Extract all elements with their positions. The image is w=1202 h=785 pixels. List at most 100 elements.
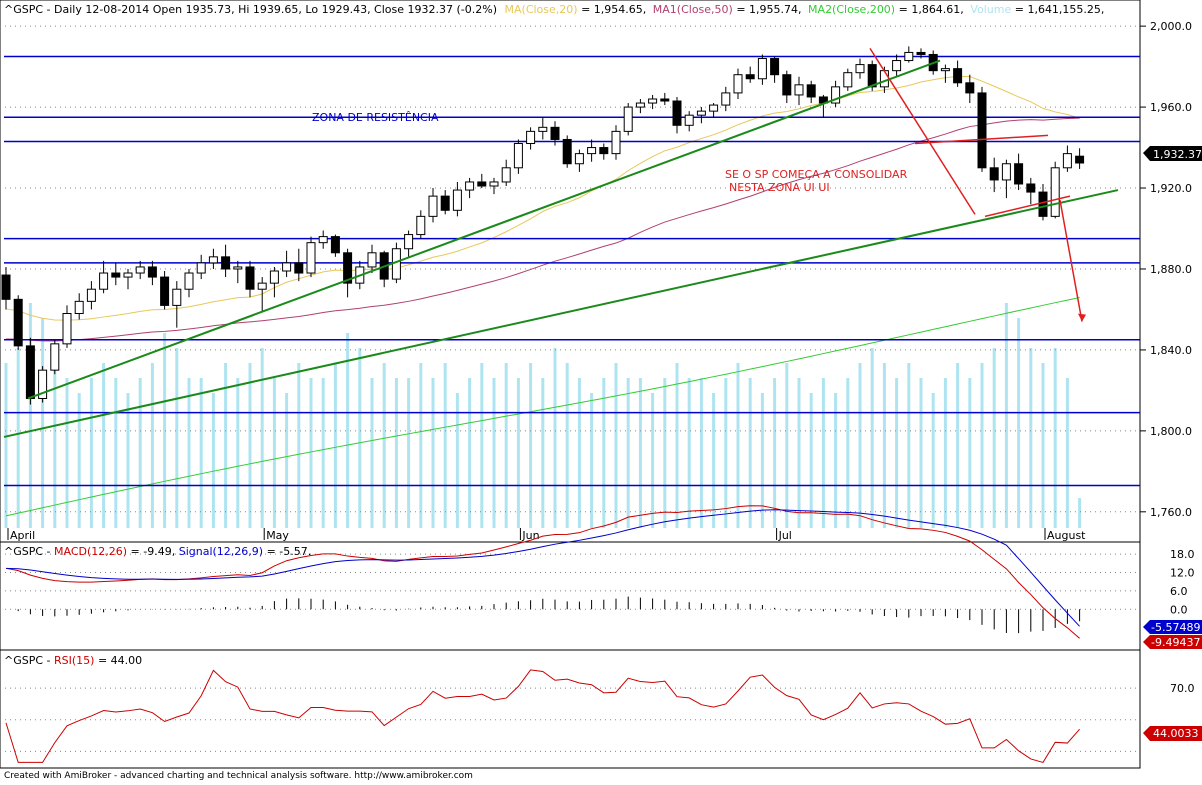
volume-bar xyxy=(187,378,191,528)
volume-bar xyxy=(590,393,594,528)
candle-body xyxy=(550,126,560,140)
candle-body xyxy=(1,274,11,300)
candle-body xyxy=(135,266,145,274)
volume-bar xyxy=(431,378,435,528)
month-axis: April May Jun Jul August xyxy=(7,528,1086,542)
volume-bar xyxy=(797,378,801,528)
volume-bar xyxy=(370,378,374,528)
volume-bar xyxy=(931,393,935,528)
volume-bar xyxy=(626,378,630,528)
candle-body xyxy=(452,189,462,211)
candle-body xyxy=(843,72,853,88)
ma20-line xyxy=(5,76,1080,321)
volume-bar xyxy=(821,378,825,528)
candle-body xyxy=(13,298,23,347)
volume-bar xyxy=(163,333,167,528)
chart-header: ^GSPC - Daily 12-08-2014 Open 1935.73, H… xyxy=(4,3,1104,16)
candle-body xyxy=(416,215,426,236)
candle-body xyxy=(965,82,975,94)
svg-text:1,932.37: 1,932.37 xyxy=(1153,148,1202,161)
volume-bar xyxy=(358,348,362,528)
candle-body xyxy=(733,74,743,94)
candle-body xyxy=(294,262,304,274)
candle-body xyxy=(916,51,926,55)
volume-bar xyxy=(297,363,301,528)
volume-bar xyxy=(138,378,142,528)
candle-body xyxy=(623,106,633,132)
candle-body xyxy=(562,138,572,165)
candle-body xyxy=(538,126,548,132)
volume-bar xyxy=(834,393,838,528)
candle-body xyxy=(684,114,694,126)
candle-body xyxy=(1001,163,1011,181)
candle-body xyxy=(196,262,206,274)
candle-body xyxy=(62,312,72,345)
candle-body xyxy=(99,272,109,290)
consolidation-annotation-line1: SE O SP COMEÇA A CONSOLIDAR xyxy=(725,168,908,181)
candle-body xyxy=(38,369,48,399)
signal-line xyxy=(5,509,1080,627)
price-tick-label: 1,800.0 xyxy=(1150,425,1192,438)
price-tick-label: 1,880.0 xyxy=(1150,263,1192,276)
volume-bar xyxy=(980,363,984,528)
month-label: May xyxy=(266,529,289,542)
volume-bar xyxy=(41,318,45,528)
volume-bar xyxy=(114,378,118,528)
volume-bar xyxy=(895,378,899,528)
macd-value-tag: -9.49437 xyxy=(1143,635,1202,649)
candle-body xyxy=(879,70,889,88)
volume-bar xyxy=(224,363,228,528)
price-tick-label: 2,000.0 xyxy=(1150,20,1192,33)
price-gridlines xyxy=(0,25,1140,513)
volume-bar xyxy=(699,378,703,528)
volume-bar xyxy=(956,363,960,528)
red-projection-arrow xyxy=(1059,200,1083,322)
volume-bar xyxy=(1053,348,1057,528)
volume-bar xyxy=(1029,348,1033,528)
volume-bar xyxy=(53,363,57,528)
candle-body xyxy=(892,60,902,72)
volume-bar xyxy=(724,378,728,528)
candle-body xyxy=(745,74,755,80)
volume-bar xyxy=(1078,498,1082,528)
candle-body xyxy=(806,84,816,98)
volume-bar xyxy=(4,363,8,528)
candle-body xyxy=(709,104,719,112)
volume-bar xyxy=(1004,303,1008,528)
volume-bar xyxy=(443,363,447,528)
volume-bar xyxy=(773,378,777,528)
trendline-lower xyxy=(3,189,1119,438)
volume-bar xyxy=(407,378,411,528)
candle-body xyxy=(367,252,377,268)
candle-body xyxy=(904,51,914,62)
macd-tick-label: 0.0 xyxy=(1170,603,1188,616)
candle-body xyxy=(465,181,475,191)
candle-body xyxy=(269,270,279,284)
arrowhead xyxy=(1078,313,1086,322)
macd-tick-label: 12.0 xyxy=(1170,567,1195,580)
macd-signal-tag: -5.57489 xyxy=(1143,620,1202,634)
price-tick-label: 1,920.0 xyxy=(1150,182,1192,195)
volume-bar xyxy=(516,378,520,528)
candle-body xyxy=(587,147,597,155)
red-channel-top xyxy=(914,134,1049,145)
candle-body xyxy=(440,195,450,211)
volume-bar xyxy=(28,303,32,528)
volume-bar xyxy=(272,378,276,528)
candle-body xyxy=(282,262,292,272)
volume-bar xyxy=(211,393,215,528)
macd-tick-label: 6.0 xyxy=(1170,585,1188,598)
volume-bar xyxy=(65,378,69,528)
trendlines xyxy=(3,48,1119,438)
volume-bar xyxy=(492,378,496,528)
candle-body xyxy=(1050,167,1060,217)
volume-bar xyxy=(846,378,850,528)
volume-bar xyxy=(333,363,337,528)
volume-bar xyxy=(455,393,459,528)
volume-bar xyxy=(736,363,740,528)
volume-bar xyxy=(651,393,655,528)
volume-bar xyxy=(785,363,789,528)
candle-body xyxy=(501,167,511,183)
svg-text:44.0033: 44.0033 xyxy=(1153,727,1199,740)
